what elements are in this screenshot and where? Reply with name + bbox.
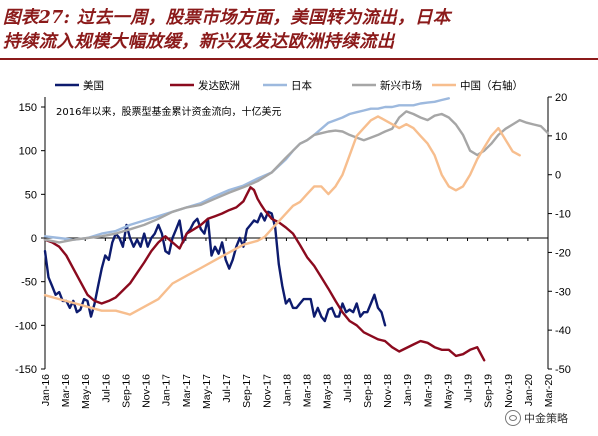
x-tick-label: Mar-16 xyxy=(60,374,72,407)
series-line xyxy=(43,186,486,362)
x-tick-label: Mar-17 xyxy=(181,374,193,407)
legend: 美国 发达欧洲 日本 新兴市场 中国（右轴） xyxy=(55,79,523,92)
series-group xyxy=(43,97,550,362)
left-tick-label: -50 xyxy=(21,277,37,289)
title-divider xyxy=(0,58,598,60)
title-line-2: 持续流入规模大幅放缓，新兴及发达欧洲持续流出 xyxy=(3,32,395,52)
left-tick-label: 50 xyxy=(25,189,37,201)
x-tick-label: Sep-17 xyxy=(241,374,253,408)
x-tick-label: Mar-18 xyxy=(302,374,314,407)
x-tick-label: Nov-19 xyxy=(503,374,515,408)
x-tick-label: Jan-16 xyxy=(40,374,52,406)
x-tick-label: Jan-17 xyxy=(161,374,173,406)
x-tick-label: Jan-18 xyxy=(281,374,293,406)
right-tick-label: -40 xyxy=(555,325,571,337)
watermark-text: 中金策略 xyxy=(524,412,568,425)
x-tick-label: Jul-17 xyxy=(221,374,233,403)
axes-group: 150100500-50-100-15020100-10-20-30-40-50… xyxy=(15,92,571,409)
x-tick-label: Nov-16 xyxy=(141,374,153,408)
x-tick-label: Jan-20 xyxy=(523,374,535,406)
right-tick-label: -30 xyxy=(555,286,571,298)
x-tick-label: Nov-17 xyxy=(261,374,273,408)
x-tick-label: Mar-19 xyxy=(422,374,434,407)
watermark: 中金策略 xyxy=(505,410,568,426)
series-line xyxy=(43,97,450,241)
right-tick-label: -20 xyxy=(555,247,571,259)
x-tick-label: Jul-16 xyxy=(100,374,112,403)
x-tick-label: Sep-18 xyxy=(362,374,374,408)
left-tick-label: 150 xyxy=(19,102,37,114)
x-tick-label: Sep-19 xyxy=(483,374,495,408)
x-tick-label: Mar-20 xyxy=(543,374,555,407)
series-line xyxy=(43,110,550,244)
x-tick-label: May-18 xyxy=(322,374,334,409)
chart-title: 图表27: 过去一周，股票市场方面，美国转为流出，日本 持续流入规模大幅放缓，新… xyxy=(3,6,597,54)
chart-annotation: 2016年以来，股票型基金累计资金流向，十亿美元 xyxy=(56,105,281,118)
right-tick-label: -50 xyxy=(555,364,571,376)
left-tick-label: -150 xyxy=(15,364,37,376)
x-tick-label: Jul-18 xyxy=(342,374,354,403)
legend-label: 日本 xyxy=(291,79,312,92)
legend-label: 发达欧洲 xyxy=(198,79,240,92)
x-tick-label: Sep-16 xyxy=(120,374,132,408)
x-tick-label: Jan-19 xyxy=(402,374,414,406)
x-tick-label: May-19 xyxy=(442,374,454,409)
x-tick-label: May-16 xyxy=(80,374,92,409)
right-tick-label: -10 xyxy=(555,209,571,221)
right-tick-label: 10 xyxy=(555,131,567,143)
left-tick-label: 0 xyxy=(31,233,37,245)
title-line-1: 图表27: 过去一周，股票市场方面，美国转为流出，日本 xyxy=(3,8,451,28)
x-tick-label: Nov-18 xyxy=(382,374,394,408)
legend-label: 美国 xyxy=(83,79,104,92)
wechat-icon xyxy=(505,410,521,426)
legend-label: 中国（右轴） xyxy=(460,79,523,92)
legend-label: 新兴市场 xyxy=(380,79,422,92)
x-tick-label: Jul-19 xyxy=(463,374,475,403)
series-line xyxy=(43,115,521,316)
left-tick-label: 100 xyxy=(19,146,37,158)
series-line xyxy=(43,210,387,327)
left-tick-label: -100 xyxy=(15,320,37,332)
right-tick-label: 0 xyxy=(555,170,561,182)
x-tick-label: May-17 xyxy=(201,374,213,409)
right-tick-label: 20 xyxy=(555,92,567,104)
